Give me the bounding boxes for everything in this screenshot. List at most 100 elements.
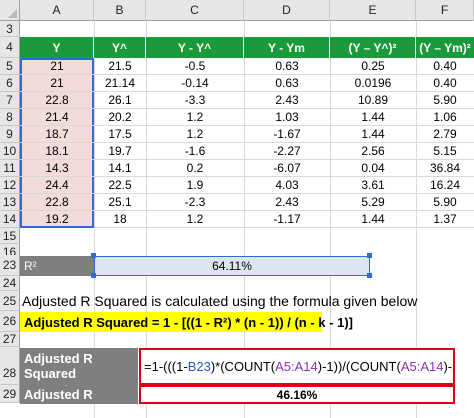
adjusted-result-value[interactable]: 46.16% xyxy=(139,385,455,404)
cell-y-hat[interactable]: 22.5 xyxy=(108,178,132,192)
cell-y-minus-yhat[interactable]: 1.2 xyxy=(186,212,204,226)
cell-y-minus-yhat-sq[interactable]: 2.56 xyxy=(361,144,385,158)
cell-y-minus-ym-sq[interactable]: 16.24 xyxy=(429,178,461,192)
cell-y-minus-yhat-sq[interactable]: 0.0196 xyxy=(354,76,392,90)
cell-y-minus-ym[interactable]: 2.43 xyxy=(275,93,299,107)
cell-y-minus-ym[interactable]: 4.03 xyxy=(275,178,299,192)
cell-y-minus-ym-sq[interactable]: 0.40 xyxy=(433,59,457,73)
selection-handle[interactable] xyxy=(91,253,96,258)
row-header-9[interactable]: 9 xyxy=(0,126,20,143)
row-header-8[interactable]: 8 xyxy=(0,109,20,126)
selection-border xyxy=(20,226,94,228)
formula-cell[interactable]: =1-(((1- B23)*(COUNT(A5:A14)-1))/(COUNT(A… xyxy=(139,348,455,385)
cell-y-minus-yhat[interactable]: -0.14 xyxy=(181,76,209,90)
row-header-28[interactable]: 28 xyxy=(0,347,20,385)
row-header-5[interactable]: 5 xyxy=(0,58,20,75)
cell-y[interactable]: 22.8 xyxy=(20,194,94,210)
cell-y-hat[interactable]: 25.1 xyxy=(108,195,132,209)
gridline xyxy=(244,21,245,418)
cell-y-minus-ym-sq[interactable]: 0.40 xyxy=(433,76,457,90)
cell-y-minus-ym[interactable]: 0.63 xyxy=(275,59,299,73)
cell-y[interactable]: 21.4 xyxy=(20,109,94,125)
cell-y-minus-yhat-sq[interactable]: 5.29 xyxy=(361,195,385,209)
row-header-11[interactable]: 11 xyxy=(0,160,20,177)
cell-y-hat[interactable]: 14.1 xyxy=(108,161,132,175)
cell-y-hat[interactable]: 18 xyxy=(113,212,127,226)
r-squared-value-cell[interactable]: 64.11% xyxy=(94,256,370,276)
row-header-24[interactable]: 24 xyxy=(0,276,20,291)
cell-y-minus-ym-sq[interactable]: 1.37 xyxy=(433,212,457,226)
cell-y-hat[interactable]: 26.1 xyxy=(108,93,132,107)
column-header-a[interactable]: A xyxy=(20,0,94,21)
cell-y-minus-yhat[interactable]: -1.6 xyxy=(184,144,206,158)
selection-handle[interactable] xyxy=(367,253,372,258)
row-header-6[interactable]: 6 xyxy=(0,75,20,92)
cell-y[interactable]: 18.7 xyxy=(20,126,94,142)
cell-y-minus-yhat[interactable]: -0.5 xyxy=(184,59,206,73)
cell-y[interactable]: 19.2 xyxy=(20,211,94,227)
cell-y[interactable]: 14.3 xyxy=(20,160,94,176)
cell-y-hat[interactable]: 20.2 xyxy=(108,110,132,124)
row-header-27[interactable]: 27 xyxy=(0,332,20,347)
row-header-23[interactable]: 23 xyxy=(0,255,20,276)
column-header-e[interactable]: E xyxy=(330,0,416,21)
row-header-14[interactable]: 14 xyxy=(0,211,20,228)
cell-y[interactable]: 22.8 xyxy=(20,92,94,108)
gridline xyxy=(20,159,474,160)
cell-y-minus-ym[interactable]: -1.67 xyxy=(273,127,301,141)
cell-y-minus-yhat[interactable]: -3.3 xyxy=(184,93,206,107)
cell-y-minus-yhat[interactable]: 1.2 xyxy=(186,127,204,141)
cell-y-minus-yhat-sq[interactable]: 1.44 xyxy=(361,110,385,124)
row-header-3[interactable]: 3 xyxy=(0,21,20,37)
row-header-12[interactable]: 12 xyxy=(0,177,20,194)
adjusted-formula-label-line1: Adjusted R Squared xyxy=(24,351,93,381)
cell-y[interactable]: 21 xyxy=(20,58,94,74)
cell-y-minus-ym-sq[interactable]: 36.84 xyxy=(429,161,461,175)
cell-y-minus-yhat[interactable]: -2.3 xyxy=(184,195,206,209)
row-header-13[interactable]: 13 xyxy=(0,194,20,211)
row-header-15[interactable]: 15 xyxy=(0,228,20,244)
cell-y-minus-ym[interactable]: -6.07 xyxy=(273,161,301,175)
cell-y-minus-ym-sq[interactable]: 1.06 xyxy=(433,110,457,124)
adjusted-result-label: Adjusted R Squared xyxy=(20,386,138,418)
cell-y-hat[interactable]: 21.5 xyxy=(108,59,132,73)
formula-ref-range: A5:A14 xyxy=(275,359,318,374)
cell-y-hat[interactable]: 19.7 xyxy=(108,144,132,158)
cell-y-hat[interactable]: 17.5 xyxy=(108,127,132,141)
cell-y-minus-ym[interactable]: -1.17 xyxy=(273,212,301,226)
cell-y-minus-ym-sq[interactable]: 2.79 xyxy=(433,127,457,141)
column-header-b[interactable]: B xyxy=(94,0,146,21)
cell-y-minus-ym[interactable]: 0.63 xyxy=(275,76,299,90)
row-header-25[interactable]: 25 xyxy=(0,291,20,311)
cell-y-minus-yhat-sq[interactable]: 1.44 xyxy=(361,127,385,141)
cell-y-minus-ym-sq[interactable]: 5.15 xyxy=(433,144,457,158)
column-header-c[interactable]: C xyxy=(146,0,244,21)
cell-y-minus-yhat[interactable]: 0.2 xyxy=(186,161,204,175)
cell-y-minus-ym[interactable]: 1.03 xyxy=(275,110,299,124)
cell-y-minus-yhat-sq[interactable]: 0.25 xyxy=(361,59,385,73)
cell-y-hat[interactable]: 21.14 xyxy=(104,76,136,90)
cell-y-minus-yhat-sq[interactable]: 0.04 xyxy=(361,161,385,175)
cell-y-minus-yhat[interactable]: 1.9 xyxy=(186,178,204,192)
cell-y-minus-yhat-sq[interactable]: 1.44 xyxy=(361,212,385,226)
cell-y-minus-ym-sq[interactable]: 5.90 xyxy=(433,93,457,107)
row-header-7[interactable]: 7 xyxy=(0,92,20,109)
cell-y-minus-yhat-sq[interactable]: 3.61 xyxy=(361,178,385,192)
row-header-26[interactable]: 26 xyxy=(0,311,20,332)
cell-y-minus-yhat-sq[interactable]: 10.89 xyxy=(357,93,389,107)
row-header-10[interactable]: 10 xyxy=(0,143,20,160)
cell-y[interactable]: 18.1 xyxy=(20,143,94,159)
cell-y[interactable]: 21 xyxy=(20,75,94,91)
row-header-29[interactable]: 29 xyxy=(0,385,20,403)
selection-handle[interactable] xyxy=(91,273,96,278)
column-header-d[interactable]: D xyxy=(244,0,330,21)
select-all-corner[interactable] xyxy=(0,0,20,21)
selection-handle[interactable] xyxy=(367,273,372,278)
cell-y-minus-yhat[interactable]: 1.2 xyxy=(186,110,204,124)
cell-y[interactable]: 24.4 xyxy=(20,177,94,193)
cell-y-minus-ym-sq[interactable]: 5.90 xyxy=(433,195,457,209)
row-header-4[interactable]: 4 xyxy=(0,37,20,58)
cell-y-minus-ym[interactable]: 2.43 xyxy=(275,195,299,209)
column-header-f[interactable]: F xyxy=(416,0,474,21)
cell-y-minus-ym[interactable]: -2.27 xyxy=(273,144,301,158)
